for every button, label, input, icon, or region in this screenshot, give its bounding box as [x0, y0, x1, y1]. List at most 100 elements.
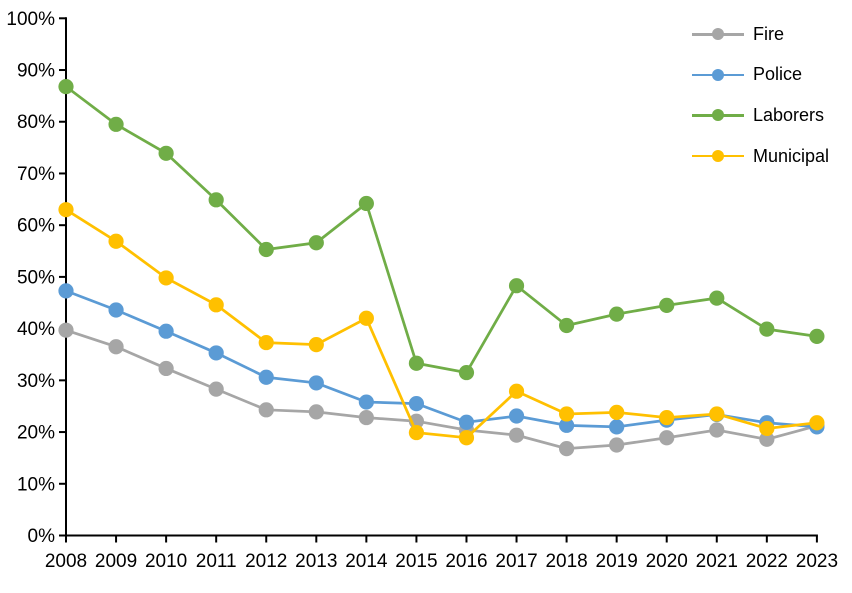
data-point: [408, 424, 425, 441]
x-tick-label: 2022: [746, 551, 788, 572]
x-tick-label: 2013: [295, 551, 337, 572]
y-tick-label: 20%: [17, 423, 55, 444]
data-point: [659, 430, 675, 446]
series-line: [65, 289, 818, 429]
x-tick-label: 2019: [596, 551, 638, 572]
y-tick-label: 0%: [28, 526, 56, 547]
x-tick-label: 2023: [796, 551, 838, 572]
data-point: [458, 414, 475, 430]
y-tick-label: 90%: [17, 61, 55, 82]
axes: [59, 17, 818, 543]
series-municipal: [58, 202, 825, 446]
data-point: [659, 297, 675, 313]
x-tick-label: 2014: [345, 551, 388, 572]
data-point: [308, 404, 324, 420]
y-tick-label: 100%: [6, 9, 55, 30]
data-point: [559, 441, 575, 457]
data-point: [308, 337, 324, 353]
x-tick-label: 2021: [696, 551, 738, 572]
data-point: [508, 427, 525, 443]
data-point: [158, 323, 174, 339]
data-point: [809, 328, 825, 344]
data-point: [308, 235, 324, 251]
data-point: [508, 408, 525, 424]
data-point: [559, 417, 575, 433]
data-point: [58, 78, 74, 95]
x-tick-label: 2011: [196, 551, 237, 572]
x-tick-label: 2009: [95, 551, 137, 572]
data-point: [609, 306, 625, 322]
data-point: [258, 369, 274, 385]
series-fire: [58, 322, 825, 457]
series-line: [65, 328, 818, 450]
data-point: [208, 297, 224, 313]
y-tick-label: 80%: [17, 112, 55, 133]
legend-line-marker-icon: [692, 68, 744, 81]
x-tick-label: 2020: [646, 551, 688, 572]
data-point: [108, 116, 124, 132]
x-tick-label: 2010: [145, 551, 187, 572]
data-point: [759, 420, 775, 437]
data-point: [709, 290, 725, 306]
x-tick-label: 2016: [445, 551, 487, 572]
data-point: [58, 283, 74, 299]
data-point: [58, 202, 74, 218]
series-laborers: [58, 78, 825, 381]
legend-line-marker-icon: [692, 28, 744, 41]
data-point: [508, 383, 525, 399]
data-point: [358, 409, 374, 426]
data-point: [408, 355, 425, 371]
data-point: [158, 145, 174, 161]
data-point: [408, 396, 425, 412]
x-tick-label: 2015: [395, 551, 437, 572]
x-tick-label: 2018: [545, 551, 587, 572]
y-tick-label: 30%: [17, 371, 55, 392]
legend-label: Fire: [753, 23, 784, 44]
legend-line-marker-icon: [692, 109, 744, 122]
data-point: [108, 233, 124, 249]
data-point: [458, 430, 475, 446]
x-tick-label: 2008: [45, 551, 87, 572]
data-point: [308, 375, 324, 391]
data-point: [559, 406, 575, 422]
series-line: [65, 208, 818, 440]
legend-item-laborers: Laborers: [692, 95, 829, 136]
x-tick-label: 2012: [245, 551, 287, 572]
data-point: [108, 302, 124, 318]
data-point: [659, 409, 675, 426]
data-point: [609, 437, 625, 453]
data-point: [609, 419, 625, 435]
data-point: [458, 364, 475, 381]
data-point: [208, 345, 224, 361]
data-point: [258, 402, 274, 418]
data-point: [108, 339, 124, 355]
data-point: [709, 406, 725, 422]
data-point: [759, 321, 775, 337]
data-point: [709, 422, 725, 438]
legend-item-municipal: Municipal: [692, 136, 829, 177]
x-tick-label: 2017: [495, 551, 537, 572]
data-point: [158, 270, 174, 286]
y-tick-label: 50%: [17, 267, 55, 288]
data-point: [358, 195, 374, 212]
y-tick-label: 60%: [17, 216, 55, 237]
data-point: [258, 334, 274, 351]
series-line: [65, 85, 818, 375]
legend-label: Municipal: [753, 145, 830, 166]
data-point: [508, 278, 525, 294]
y-tick-label: 10%: [17, 474, 55, 495]
data-point: [208, 192, 224, 208]
data-point: [809, 415, 825, 431]
data-point: [358, 394, 374, 410]
chart-legend: Fire Police Laborers Municipal: [692, 14, 829, 176]
axis-labels: 0% 10% 20% 30% 40% 50% 60% 70% 80% 90% 100% 2008 200…: [6, 9, 838, 572]
legend-item-fire: Fire: [692, 14, 829, 55]
data-point: [559, 317, 575, 334]
legend-item-police: Police: [692, 55, 829, 96]
y-tick-label: 40%: [17, 319, 55, 340]
data-point: [158, 360, 174, 377]
data-point: [58, 322, 74, 338]
legend-label: Police: [753, 64, 803, 85]
